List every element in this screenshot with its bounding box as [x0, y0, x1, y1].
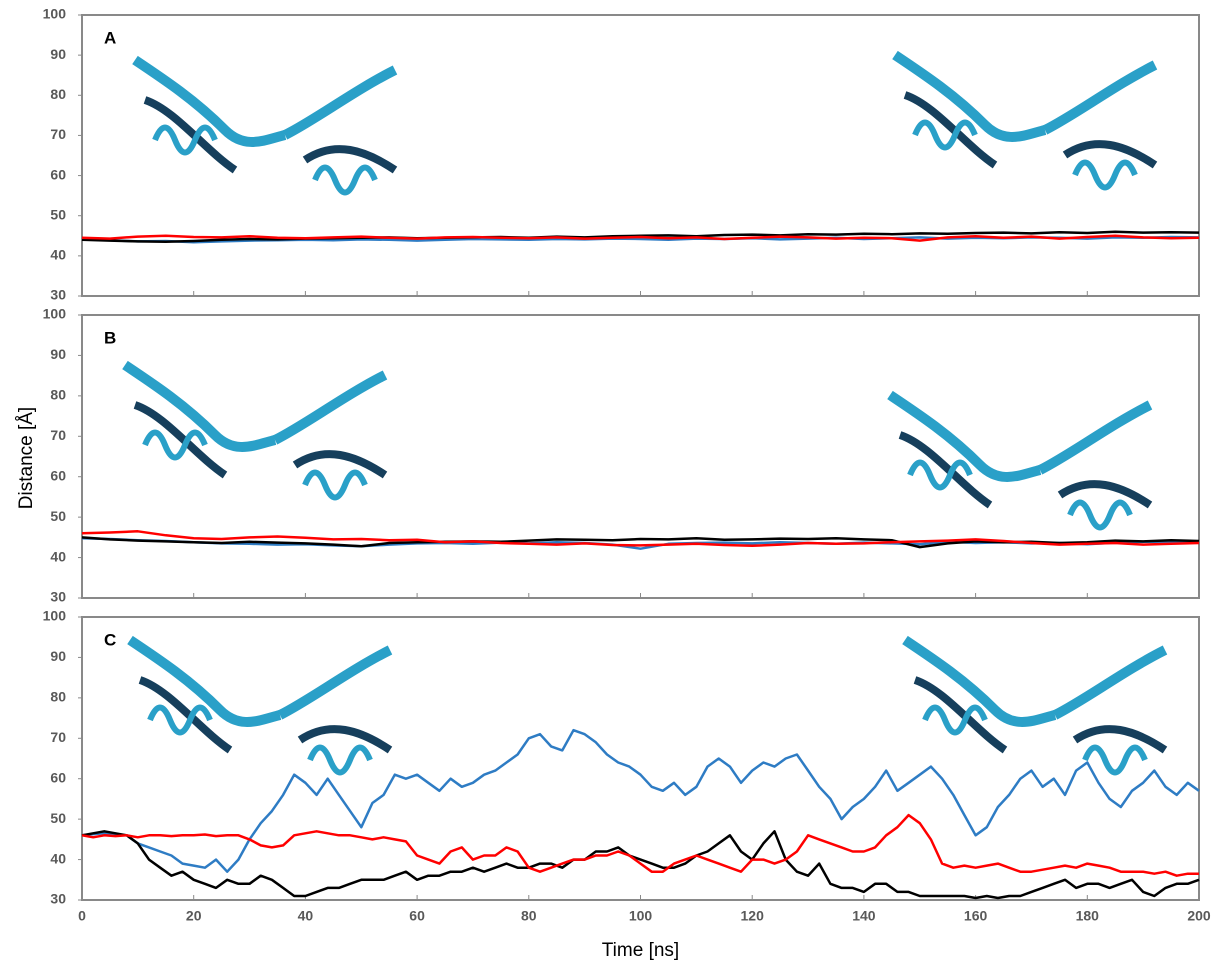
panel-label: C	[104, 630, 116, 649]
y-tick-label: 30	[50, 589, 66, 605]
y-tick-label: 50	[50, 810, 66, 826]
panel-label: B	[104, 328, 116, 347]
y-tick-label: 80	[50, 387, 66, 403]
x-tick-label: 120	[741, 908, 765, 924]
y-tick-label: 30	[50, 891, 66, 907]
plot-frame	[82, 617, 1199, 900]
y-tick-label: 70	[50, 729, 66, 745]
y-axis-title: Distance [Å]	[16, 407, 37, 509]
y-tick-label: 30	[50, 287, 66, 303]
series-line	[82, 815, 1199, 876]
x-tick-label: 180	[1076, 908, 1100, 924]
y-tick-label: 60	[50, 769, 66, 785]
panel: 30 40 50 60 70 80 90 100 0 20 40 60 80 100 120 140 160 18…	[43, 608, 1211, 961]
protein-image	[130, 640, 390, 773]
x-tick-label: 200	[1187, 908, 1211, 924]
y-tick-label: 50	[50, 508, 66, 524]
y-tick-label: 70	[50, 427, 66, 443]
y-tick-label: 90	[50, 346, 66, 362]
x-tick-label: 160	[964, 908, 988, 924]
x-tick-label: 80	[521, 908, 537, 924]
y-tick-label: 60	[50, 166, 66, 182]
y-tick-label: 100	[43, 608, 67, 624]
x-tick-label: 40	[298, 908, 314, 924]
protein-image	[135, 60, 395, 193]
y-tick-label: 40	[50, 247, 66, 263]
protein-image	[895, 55, 1155, 188]
y-tick-label: 70	[50, 126, 66, 142]
y-tick-label: 80	[50, 86, 66, 102]
y-tick-label: 40	[50, 850, 66, 866]
x-tick-label: 140	[852, 908, 876, 924]
series-line	[82, 730, 1199, 872]
panel: 30 40 50 60 70 80 90 100 B Distance [Å]	[16, 306, 1199, 605]
y-tick-label: 50	[50, 206, 66, 222]
y-tick-label: 80	[50, 689, 66, 705]
y-tick-label: 90	[50, 648, 66, 664]
y-tick-label: 100	[43, 6, 67, 22]
y-tick-label: 60	[50, 467, 66, 483]
y-tick-label: 90	[50, 46, 66, 62]
chart: 30 40 50 60 70 80 90 100 A 30 40 50 60 70 80 90 100 B Dist…	[0, 0, 1221, 970]
protein-image	[890, 395, 1150, 528]
y-tick-label: 100	[43, 306, 67, 322]
y-tick-label: 40	[50, 548, 66, 564]
x-tick-label: 100	[629, 908, 653, 924]
protein-image	[905, 640, 1165, 773]
protein-image	[125, 365, 385, 498]
plot-frame	[82, 315, 1199, 598]
x-axis-title: Time [ns]	[602, 940, 679, 961]
panel-label: A	[104, 28, 116, 47]
plot-frame	[82, 15, 1199, 296]
x-tick-label: 0	[78, 908, 86, 924]
structure-images	[125, 55, 1165, 773]
x-tick-label: 60	[409, 908, 425, 924]
x-tick-label: 20	[186, 908, 202, 924]
